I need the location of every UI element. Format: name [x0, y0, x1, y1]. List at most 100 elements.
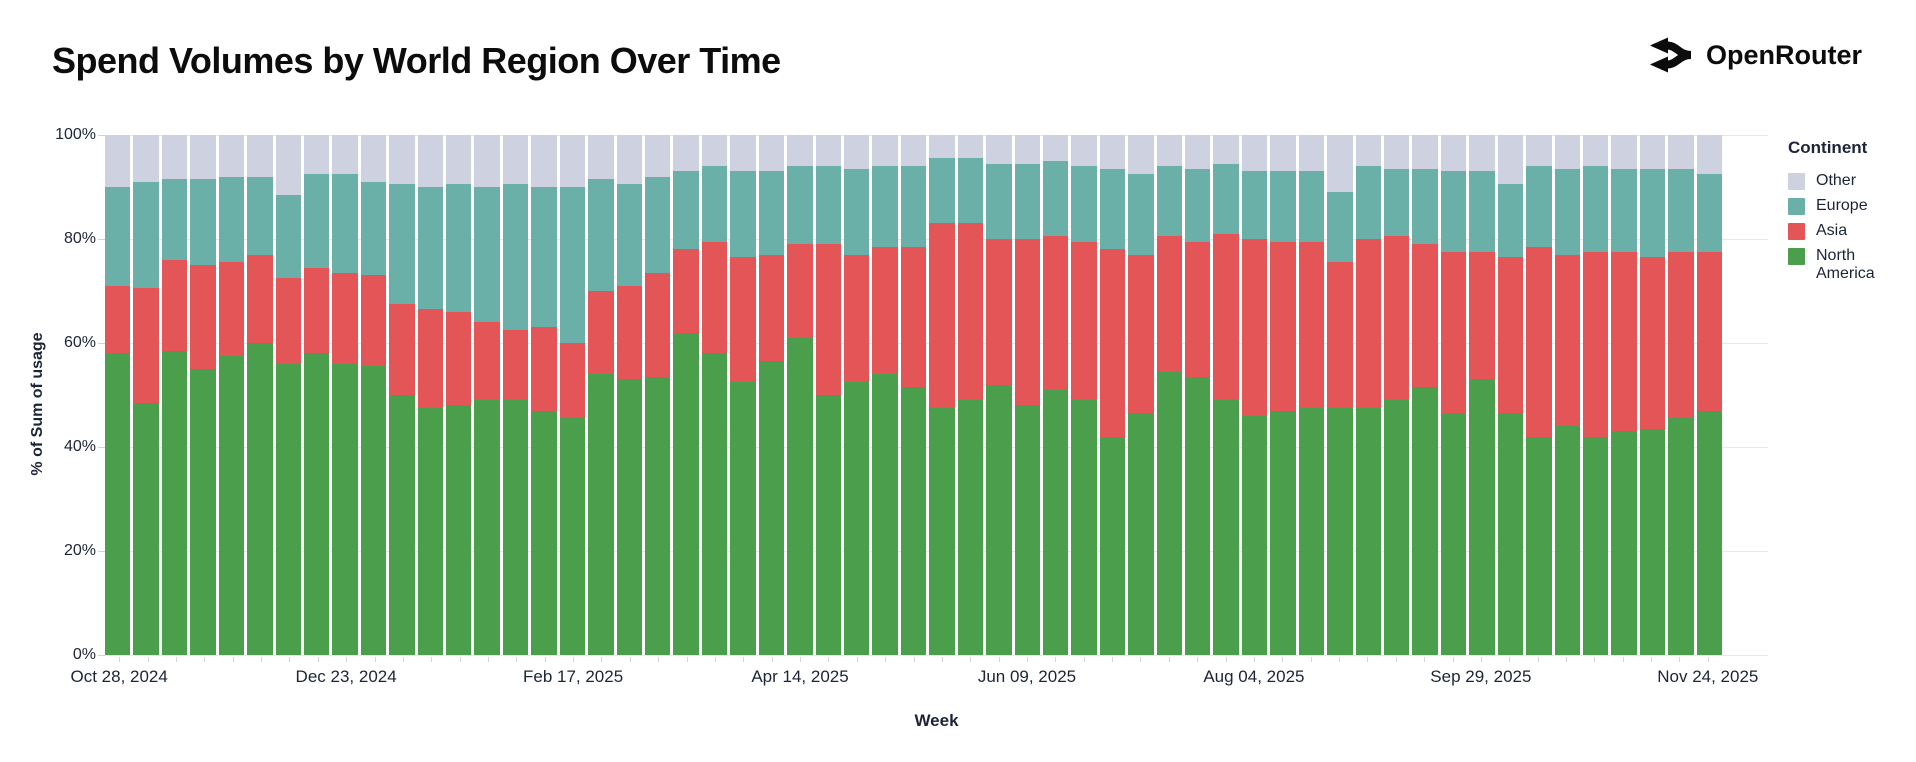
segment-other[interactable] [1099, 135, 1126, 169]
segment-other[interactable] [1696, 135, 1723, 175]
segment-other[interactable] [929, 135, 955, 159]
segment-europe[interactable] [730, 171, 756, 258]
segment-other[interactable] [1014, 135, 1040, 164]
segment-other[interactable] [1582, 135, 1609, 167]
segment-other[interactable] [1440, 135, 1467, 172]
segment-europe[interactable] [332, 174, 358, 273]
segment-north-america[interactable] [645, 376, 671, 655]
segment-europe[interactable] [1014, 163, 1040, 240]
segment-asia[interactable] [1213, 233, 1239, 401]
segment-asia[interactable] [275, 278, 301, 364]
segment-north-america[interactable] [559, 418, 586, 655]
segment-north-america[interactable] [389, 395, 415, 655]
segment-other[interactable] [1156, 135, 1183, 167]
segment-asia[interactable] [247, 254, 273, 343]
segment-europe[interactable] [1554, 168, 1580, 255]
segment-north-america[interactable] [787, 337, 813, 655]
segment-north-america[interactable] [1042, 389, 1069, 655]
segment-north-america[interactable] [1639, 428, 1666, 655]
segment-europe[interactable] [645, 176, 671, 273]
segment-north-america[interactable] [332, 363, 358, 655]
segment-north-america[interactable] [1582, 436, 1609, 655]
segment-other[interactable] [1241, 135, 1268, 172]
segment-north-america[interactable] [1128, 413, 1154, 655]
segment-other[interactable] [531, 135, 557, 188]
segment-other[interactable] [474, 135, 500, 188]
segment-other[interactable] [190, 135, 216, 180]
segment-other[interactable] [1213, 135, 1239, 164]
segment-north-america[interactable] [1412, 387, 1438, 655]
segment-europe[interactable] [360, 181, 387, 276]
segment-europe[interactable] [1241, 171, 1268, 240]
segment-asia[interactable] [1071, 241, 1097, 401]
segment-north-america[interactable] [161, 350, 188, 655]
segment-north-america[interactable] [900, 387, 927, 655]
segment-north-america[interactable] [133, 402, 159, 655]
segment-europe[interactable] [588, 179, 614, 292]
segment-asia[interactable] [161, 259, 188, 351]
segment-asia[interactable] [701, 241, 728, 354]
segment-north-america[interactable] [1696, 410, 1723, 655]
segment-asia[interactable] [446, 311, 472, 406]
segment-europe[interactable] [1383, 168, 1410, 237]
segment-north-america[interactable] [1241, 415, 1268, 655]
segment-north-america[interactable] [588, 374, 614, 655]
segment-europe[interactable] [900, 166, 927, 247]
segment-north-america[interactable] [1383, 400, 1410, 655]
segment-europe[interactable] [389, 184, 415, 304]
segment-other[interactable] [247, 135, 273, 177]
segment-other[interactable] [1526, 135, 1552, 167]
segment-europe[interactable] [843, 168, 870, 255]
segment-asia[interactable] [1327, 262, 1353, 408]
segment-other[interactable] [446, 135, 472, 185]
segment-asia[interactable] [1469, 252, 1495, 380]
segment-north-america[interactable] [815, 395, 841, 655]
segment-other[interactable] [986, 135, 1012, 164]
segment-europe[interactable] [1469, 171, 1495, 253]
segment-asia[interactable] [730, 257, 756, 382]
segment-other[interactable] [161, 135, 188, 180]
segment-asia[interactable] [616, 285, 643, 380]
segment-europe[interactable] [1497, 184, 1524, 258]
segment-other[interactable] [616, 135, 643, 185]
segment-north-america[interactable] [531, 410, 557, 655]
segment-north-america[interactable] [1014, 405, 1040, 655]
segment-europe[interactable] [1440, 171, 1467, 253]
segment-europe[interactable] [1327, 192, 1353, 263]
segment-europe[interactable] [929, 158, 955, 224]
segment-other[interactable] [1469, 135, 1495, 172]
segment-asia[interactable] [929, 223, 955, 408]
legend-item-europe[interactable]: Europe [1788, 197, 1908, 216]
segment-north-america[interactable] [417, 408, 444, 655]
segment-europe[interactable] [161, 179, 188, 260]
segment-north-america[interactable] [360, 366, 387, 655]
segment-europe[interactable] [133, 181, 159, 289]
segment-asia[interactable] [389, 304, 415, 395]
segment-europe[interactable] [1412, 168, 1438, 245]
segment-asia[interactable] [190, 265, 216, 369]
segment-europe[interactable] [247, 176, 273, 255]
segment-asia[interactable] [1639, 257, 1666, 429]
segment-other[interactable] [417, 135, 444, 188]
segment-north-america[interactable] [1298, 408, 1325, 655]
segment-other[interactable] [815, 135, 841, 167]
segment-north-america[interactable] [1213, 400, 1239, 655]
segment-asia[interactable] [218, 262, 245, 356]
segment-asia[interactable] [1099, 249, 1126, 437]
segment-north-america[interactable] [1185, 376, 1211, 655]
segment-europe[interactable] [673, 171, 699, 250]
segment-asia[interactable] [1440, 252, 1467, 414]
segment-asia[interactable] [417, 309, 444, 408]
segment-other[interactable] [1298, 135, 1325, 172]
segment-other[interactable] [218, 135, 245, 177]
segment-asia[interactable] [1185, 241, 1211, 377]
segment-asia[interactable] [502, 330, 529, 401]
segment-other[interactable] [1668, 135, 1694, 169]
segment-north-america[interactable] [1526, 436, 1552, 655]
segment-europe[interactable] [986, 163, 1012, 240]
segment-asia[interactable] [815, 244, 841, 395]
segment-europe[interactable] [1185, 168, 1211, 242]
segment-north-america[interactable] [701, 353, 728, 655]
segment-north-america[interactable] [1156, 371, 1183, 655]
segment-other[interactable] [275, 135, 301, 195]
